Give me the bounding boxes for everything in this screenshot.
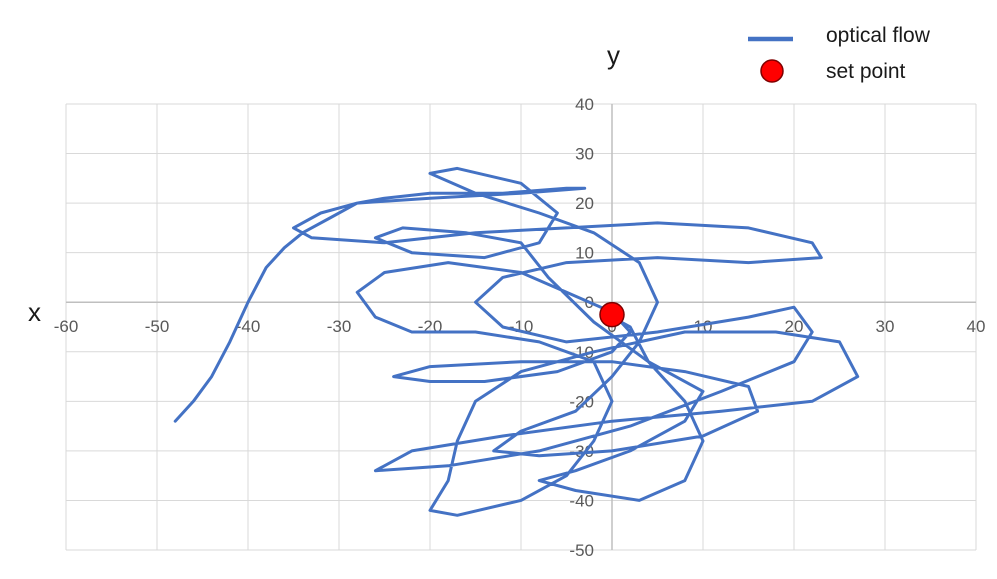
y-axis-title: y <box>607 40 620 70</box>
legend-label-optical-flow: optical flow <box>826 24 931 47</box>
legend-swatch-set-point <box>760 59 784 83</box>
set-point-marker <box>599 301 625 328</box>
x-tick-label: 40 <box>967 317 986 336</box>
series-layer <box>173 166 860 517</box>
y-tick-label: 10 <box>575 244 594 263</box>
optical-flow-line <box>173 166 860 517</box>
x-tick-label: 30 <box>876 317 895 336</box>
y-tick-label: 30 <box>575 145 594 164</box>
y-tick-label: -50 <box>569 541 594 560</box>
legend-label-set-point: set point <box>826 60 906 83</box>
y-tick-label: -20 <box>569 392 594 411</box>
x-axis-title: x <box>28 297 41 327</box>
y-tick-label: 20 <box>575 194 594 213</box>
legend: optical flow set point <box>748 24 931 83</box>
x-tick-label: 20 <box>785 317 804 336</box>
x-tick-label: -50 <box>145 317 170 336</box>
y-tick-label: -40 <box>569 491 594 510</box>
y-tick-label: 40 <box>575 95 594 114</box>
x-tick-label: -60 <box>54 317 79 336</box>
x-tick-label: -40 <box>236 317 261 336</box>
x-tick-label: -30 <box>327 317 352 336</box>
